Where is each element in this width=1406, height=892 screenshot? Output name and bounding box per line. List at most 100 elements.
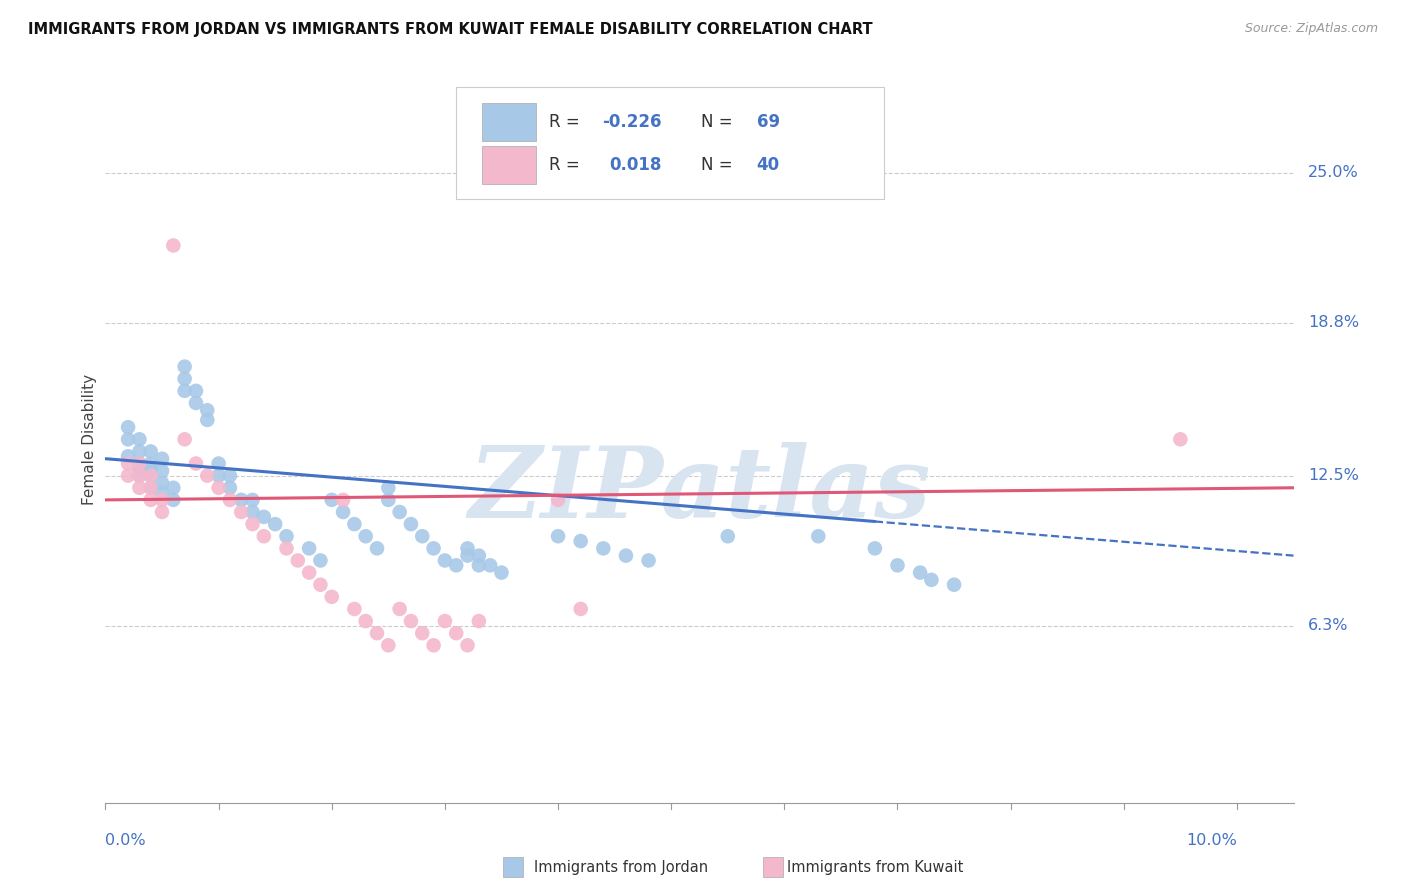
Point xyxy=(433,553,456,567)
Point xyxy=(139,444,162,458)
Point xyxy=(457,541,479,556)
Point xyxy=(807,529,830,543)
Point xyxy=(242,492,264,507)
Bar xyxy=(482,146,536,184)
Text: 18.8%: 18.8% xyxy=(1308,316,1360,331)
Text: ZIPatlas: ZIPatlas xyxy=(468,442,931,539)
Point xyxy=(139,492,162,507)
Point xyxy=(242,505,264,519)
Point xyxy=(276,541,298,556)
Point xyxy=(207,481,229,495)
Point xyxy=(377,492,399,507)
Point xyxy=(195,403,218,417)
Point xyxy=(207,468,229,483)
Point xyxy=(920,573,942,587)
Point xyxy=(139,468,162,483)
Point xyxy=(411,626,433,640)
Point xyxy=(128,468,150,483)
Point xyxy=(231,505,253,519)
Point xyxy=(444,558,467,573)
Point xyxy=(422,638,444,652)
Point xyxy=(614,549,637,563)
Point xyxy=(139,481,162,495)
Point xyxy=(468,558,491,573)
Point xyxy=(150,505,173,519)
Y-axis label: Female Disability: Female Disability xyxy=(82,374,97,505)
Point xyxy=(468,549,491,563)
Point xyxy=(162,481,184,495)
Point xyxy=(162,492,184,507)
Text: R =: R = xyxy=(548,112,585,130)
Point xyxy=(173,372,195,386)
Text: IMMIGRANTS FROM JORDAN VS IMMIGRANTS FROM KUWAIT FEMALE DISABILITY CORRELATION C: IMMIGRANTS FROM JORDAN VS IMMIGRANTS FRO… xyxy=(28,22,873,37)
Point xyxy=(569,534,592,549)
Bar xyxy=(482,103,536,141)
Point xyxy=(139,481,162,495)
Point xyxy=(321,492,343,507)
Point xyxy=(479,558,502,573)
Point xyxy=(219,492,242,507)
Point xyxy=(242,517,264,532)
Point xyxy=(377,638,399,652)
Point xyxy=(184,384,207,398)
Point xyxy=(207,457,229,471)
Text: 25.0%: 25.0% xyxy=(1308,165,1358,180)
Point xyxy=(343,602,366,616)
Point xyxy=(377,481,399,495)
Point xyxy=(943,578,966,592)
Point xyxy=(547,492,569,507)
Point xyxy=(433,614,456,628)
Point xyxy=(128,433,150,447)
Point xyxy=(184,396,207,410)
Point xyxy=(388,602,411,616)
Point xyxy=(1170,433,1192,447)
Point xyxy=(195,413,218,427)
Point xyxy=(253,529,276,543)
Point xyxy=(150,451,173,466)
Point xyxy=(264,517,287,532)
Point xyxy=(343,517,366,532)
Text: N =: N = xyxy=(700,112,738,130)
Bar xyxy=(503,857,523,877)
Point xyxy=(637,553,659,567)
Point xyxy=(173,359,195,374)
Text: 0.018: 0.018 xyxy=(609,156,662,174)
Point xyxy=(863,541,886,556)
Text: -0.226: -0.226 xyxy=(602,112,662,130)
Text: 40: 40 xyxy=(756,156,780,174)
Text: Source: ZipAtlas.com: Source: ZipAtlas.com xyxy=(1244,22,1378,36)
Point xyxy=(219,481,242,495)
Point xyxy=(569,602,592,616)
Point xyxy=(184,457,207,471)
Point xyxy=(298,541,321,556)
Text: Immigrants from Jordan: Immigrants from Jordan xyxy=(534,860,709,874)
Point xyxy=(231,492,253,507)
Point xyxy=(139,468,162,483)
Point xyxy=(139,461,162,475)
Point xyxy=(332,505,354,519)
Point xyxy=(117,420,139,434)
Point xyxy=(444,626,467,640)
Point xyxy=(309,553,332,567)
Text: N =: N = xyxy=(700,156,738,174)
Point xyxy=(150,492,173,507)
Point xyxy=(173,433,195,447)
Text: R =: R = xyxy=(548,156,591,174)
Point xyxy=(908,566,931,580)
Text: Immigrants from Kuwait: Immigrants from Kuwait xyxy=(787,860,963,874)
Point xyxy=(422,541,444,556)
Point xyxy=(309,578,332,592)
Text: 6.3%: 6.3% xyxy=(1308,618,1348,633)
Point xyxy=(128,468,150,483)
Point xyxy=(128,457,150,471)
Point xyxy=(253,509,276,524)
Point xyxy=(491,566,513,580)
Text: 69: 69 xyxy=(756,112,780,130)
Point xyxy=(162,238,184,252)
Point xyxy=(468,614,491,628)
Point xyxy=(547,529,569,543)
Point xyxy=(150,475,173,490)
Point xyxy=(354,614,377,628)
Point xyxy=(150,485,173,500)
Point xyxy=(219,468,242,483)
